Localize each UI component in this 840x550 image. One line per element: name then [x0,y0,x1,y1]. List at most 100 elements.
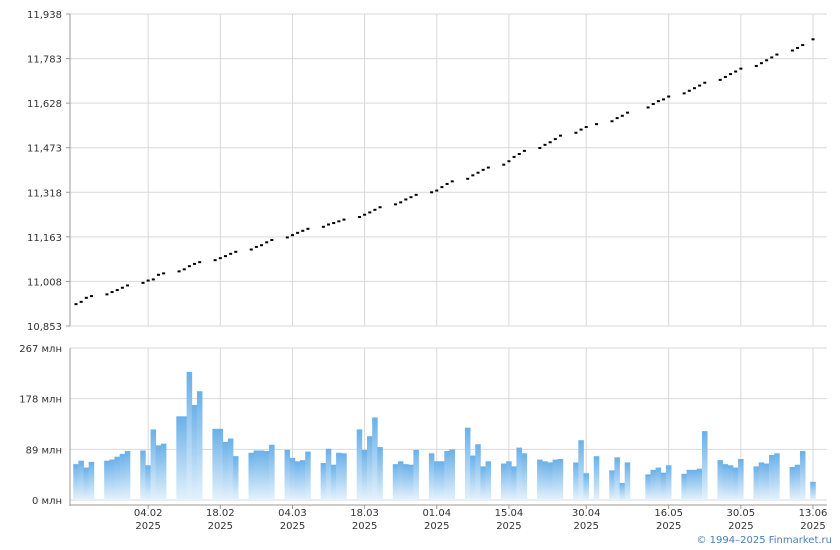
volume-bar [702,431,708,500]
price-point [440,186,444,189]
price-point [450,180,454,183]
price-point [574,131,578,134]
volume-bar [480,466,486,500]
volume-bar [609,470,615,500]
volume-bar [300,460,306,500]
price-point [177,270,181,273]
price-point [260,244,264,247]
volume-bar [650,469,656,500]
volume-y-tick-label: 178 млн [19,395,62,406]
x-tick-label: 18.03 [350,508,379,519]
volume-bar [258,450,265,500]
price-point [187,265,191,268]
price-point [89,295,93,298]
price-point [115,289,119,292]
volume-bar [506,461,512,500]
price-y-tick-label: 11,628 [27,99,62,110]
price-point [162,272,166,275]
price-point [254,245,258,248]
x-tick-year-label: 2025 [656,521,681,532]
x-tick-label: 13.06 [799,508,828,519]
price-y-tick-label: 11,318 [27,188,62,199]
price-point [734,70,738,73]
price-point [430,191,434,194]
x-tick-year-label: 2025 [800,521,825,532]
price-point [182,268,186,271]
x-tick-year-label: 2025 [728,521,753,532]
price-point [692,87,696,90]
price-point [342,218,346,221]
volume-bar [470,455,476,500]
price-point [595,123,599,126]
price-point [79,300,83,303]
volume-bar [263,451,270,500]
price-point [584,126,588,129]
price-point [445,182,449,185]
volume-bar [212,428,218,500]
volume-bar [645,474,651,500]
price-point [703,81,707,84]
volume-bar [655,467,662,500]
price-point [357,216,361,219]
price-point [363,213,367,216]
price-point [84,296,88,299]
x-tick-year-label: 2025 [352,521,377,532]
volume-bar [397,461,404,500]
price-point [146,279,150,282]
volume-bar [738,459,744,500]
x-tick-label: 18.02 [206,508,235,519]
volume-bar [248,452,254,500]
volume-bar [434,461,440,500]
volume-bar [83,467,90,500]
price-point [156,273,160,276]
volume-bar [217,428,224,500]
volume-bar [269,444,275,500]
volume-y-tick-label: 89 млн [26,445,62,456]
volume-bar [691,469,698,500]
volume-bar [753,466,760,500]
price-point [435,189,439,192]
volume-bar [810,481,816,500]
volume-bar [624,462,631,500]
volume-bar [289,457,296,500]
price-point [507,160,511,163]
price-point [656,100,660,103]
price-point [321,225,325,228]
x-axis: 04.02 2025 18.02 2025 04.03 2025 18.03 2025 01.0… [70,504,828,532]
price-point [481,168,485,171]
copyright-link[interactable]: © 1994–2025 Finmarket.ru [696,535,832,546]
volume-bar [119,453,126,500]
volume-bar [583,473,589,500]
volume-bar [104,460,110,500]
price-point [718,78,722,81]
volume-bar [619,482,626,500]
price-point [126,284,130,287]
price-point [223,255,227,258]
volume-bar [233,456,239,500]
price-point [290,234,294,237]
price-point [553,138,557,141]
price-grid [70,13,827,327]
volume-bar [145,465,151,500]
price-point [265,241,269,244]
price-series [74,38,815,306]
price-point [759,62,763,65]
price-point [646,106,650,109]
price-point [662,98,666,101]
price-point [723,75,727,78]
volume-bar [160,443,167,500]
volume-bar [799,451,806,500]
x-tick-label: 16.05 [654,508,683,519]
price-point [522,149,526,152]
price-point [306,227,310,230]
volume-bar [176,416,182,500]
price-point [775,53,779,56]
price-point [249,248,253,251]
volume-y-tick-label: 267 млн [19,344,62,355]
volume-bar [794,464,801,500]
volume-bar [464,427,471,500]
price-point [399,201,403,204]
price-point [337,220,341,223]
price-point [698,84,702,87]
